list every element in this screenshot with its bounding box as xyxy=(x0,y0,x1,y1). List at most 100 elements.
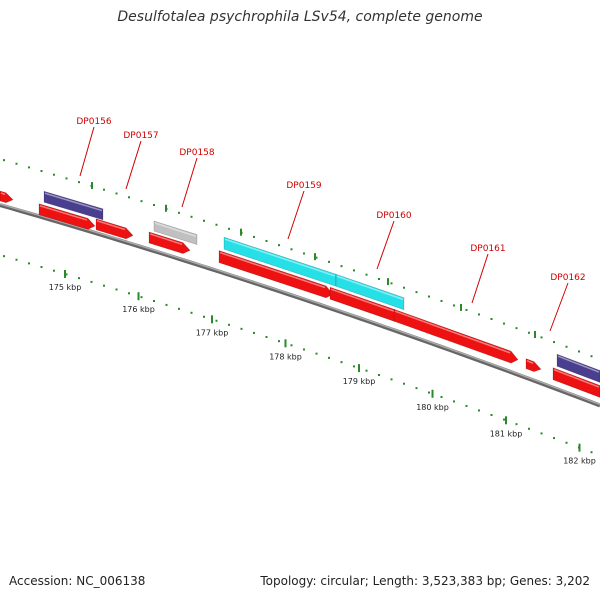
tick-dot-upper xyxy=(390,282,393,285)
tick-dot-upper xyxy=(140,200,143,203)
tick-dot-upper xyxy=(265,240,268,243)
tick-dot-lower xyxy=(465,404,468,407)
tick-dot-lower xyxy=(528,427,530,430)
tick-dot-lower xyxy=(315,352,318,355)
tick-dot-lower xyxy=(428,391,430,394)
gene-label: DP0157 xyxy=(123,131,158,141)
tick-dot-upper xyxy=(540,336,543,339)
tick-dot-upper xyxy=(415,291,418,294)
tick-dot-lower xyxy=(78,277,80,280)
rna-dp0159-shine xyxy=(224,238,336,277)
cds-dp0156-forward xyxy=(38,203,96,230)
cds-small-forward xyxy=(525,358,542,372)
tick-dot-lower xyxy=(390,378,393,381)
tick-dot-upper xyxy=(403,286,405,289)
accession-text: Accession: NC_006138 xyxy=(9,574,146,588)
tick-dot-lower xyxy=(228,323,230,326)
tick-dot-lower xyxy=(440,395,443,398)
tick-dot-lower xyxy=(140,296,143,299)
cds-dp0162-reverse-shine xyxy=(557,355,600,373)
tick-dot-lower xyxy=(153,300,155,303)
tick-dot-lower xyxy=(540,432,543,435)
tick-dot-lower xyxy=(53,269,55,272)
cds-dp0158-forward xyxy=(148,231,191,254)
tick-dot-upper xyxy=(578,350,580,353)
cds-small-forward-shine xyxy=(526,359,534,364)
tick-dot-lower xyxy=(503,418,505,421)
tick-dot-upper xyxy=(428,295,430,298)
tick-dot-upper xyxy=(3,159,5,162)
tick-dot-lower xyxy=(253,331,255,334)
scale-tick-label: 175 kbp xyxy=(49,283,82,292)
tick-dot-lower xyxy=(415,387,418,390)
tick-dot-lower xyxy=(115,288,118,291)
tick-dot-lower xyxy=(178,307,180,310)
rna-dp0160 xyxy=(335,273,405,311)
gene-leader-line xyxy=(125,140,142,190)
gene-leader-line xyxy=(79,126,95,177)
cds-dp0162-forward-shine xyxy=(553,369,600,388)
tick-dot-lower xyxy=(515,423,518,426)
cds-dp0157-shine xyxy=(96,220,126,231)
cds-dp0159-forward-shine xyxy=(219,251,326,289)
tick-dot-upper xyxy=(65,177,68,180)
tick-dot-upper xyxy=(103,188,105,191)
cds-dp0156-reverse-shine xyxy=(44,192,103,212)
tick-dots xyxy=(3,159,593,454)
scale-tick-label: 177 kbp xyxy=(196,328,229,337)
tick-dot-lower xyxy=(203,315,205,318)
cds-dp0156-reverse xyxy=(43,190,104,221)
tick-dot-lower xyxy=(365,369,368,372)
tick-dot-upper xyxy=(503,322,505,325)
tick-dot-upper xyxy=(253,235,255,238)
genome-title: Desulfotalea psychrophila LSv54, complet… xyxy=(117,9,483,25)
cds-dp0157 xyxy=(95,218,134,240)
gene-label: DP0159 xyxy=(286,181,322,191)
gene-features xyxy=(0,190,600,398)
tick-dot-upper xyxy=(353,269,355,272)
tick-dot-lower xyxy=(240,327,243,330)
backbone-line xyxy=(0,203,600,408)
scale-tick-label: 182 kbp xyxy=(563,457,596,466)
tick-dot-lower xyxy=(303,348,305,351)
tick-dot-upper xyxy=(465,308,468,311)
scale-tick-label: 176 kbp xyxy=(122,305,155,314)
feature-dp0158-pseudo xyxy=(153,220,198,245)
tick-dot-lower xyxy=(403,382,405,385)
tick-dot-upper xyxy=(365,273,368,276)
cds-dp0162-reverse xyxy=(556,353,600,383)
gene-label: DP0158 xyxy=(179,148,215,158)
tick-dot-upper xyxy=(290,248,293,251)
cds-dp0159-forward xyxy=(218,250,334,299)
gene-leader-line xyxy=(549,282,569,332)
gene-labels: DP0156 DP0157 DP0158 DP0159 DP0160 DP0161 DP01… xyxy=(76,117,586,332)
tick-dot-upper xyxy=(528,331,530,334)
cds-dp0162-forward xyxy=(552,367,600,398)
scale-tick-label: 179 kbp xyxy=(343,377,376,386)
genome-backbone xyxy=(0,203,600,408)
tick-dot-lower xyxy=(565,441,568,444)
cds-dp0158-forward-shine xyxy=(149,233,183,246)
scale-ticks: 175 kbp 176 kbp 177 kbp 178 kbp 179 kbp 180 k… xyxy=(49,269,596,466)
tick-dot-upper xyxy=(28,166,30,169)
cds-dp0161-shine xyxy=(394,310,511,354)
cds-partial-left-shine xyxy=(0,192,6,196)
tick-dot-upper xyxy=(553,341,555,344)
tick-dot-lower xyxy=(353,365,355,368)
tick-dot-lower xyxy=(265,336,268,339)
tick-dot-upper xyxy=(590,355,593,358)
tick-dot-upper xyxy=(328,260,330,263)
tick-dot-lower xyxy=(453,400,455,403)
cds-dp0160-forward-shine xyxy=(330,288,395,312)
tick-dot-lower xyxy=(553,437,555,440)
tick-dot-lower xyxy=(490,413,493,416)
gene-label: DP0156 xyxy=(76,117,112,127)
tick-dot-upper xyxy=(53,173,55,176)
gene-leader-line xyxy=(376,220,395,270)
tick-dot-lower xyxy=(215,319,218,322)
scale-tick-label: 180 kbp xyxy=(416,403,449,412)
tick-dot-upper xyxy=(153,204,155,207)
scale-tick-label: 178 kbp xyxy=(269,352,302,361)
tick-dot-upper xyxy=(440,299,443,302)
